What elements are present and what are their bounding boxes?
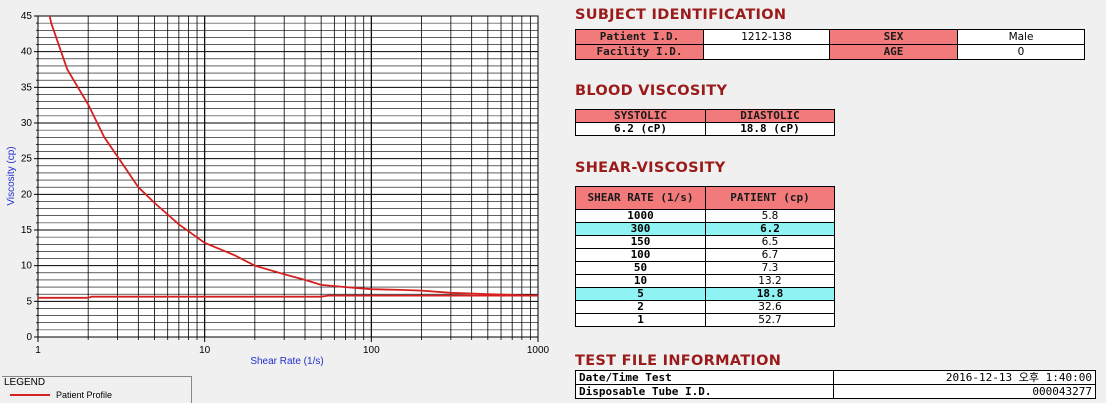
- blood-viscosity-table: SYSTOLIC DIASTOLIC 6.2 (cP) 18.8 (cP): [575, 109, 835, 136]
- shear-rate-cell: 1000: [575, 209, 706, 223]
- patient-cp-cell: 6.7: [705, 248, 835, 262]
- diastolic-label: DIASTOLIC: [705, 109, 835, 123]
- y-tick-label: 25: [21, 154, 33, 165]
- patient-cp-cell: 6.2: [705, 222, 835, 236]
- viscosity-chart: 0 5 10 15 20 25 30 35 40 45 1 10 100 1000 Shear Rate …: [6, 11, 550, 367]
- shear-rate-cell: 1: [575, 313, 706, 327]
- tube-id-value: 000043277: [833, 384, 1096, 399]
- systolic-label: SYSTOLIC: [575, 109, 706, 123]
- y-tick-label: 0: [26, 332, 32, 343]
- shear-rate-cell: 5: [575, 287, 706, 301]
- shear-rate-cell: 300: [575, 222, 706, 236]
- legend-item-label: Patient Profile: [56, 390, 113, 400]
- tube-id-label: Disposable Tube I.D.: [575, 384, 834, 399]
- plot-area: [37, 15, 539, 338]
- test-file-information-title: TEST FILE INFORMATION: [575, 353, 782, 369]
- y-tick-label: 30: [21, 118, 33, 129]
- subject-identification-title: SUBJECT IDENTIFICATION: [575, 7, 787, 23]
- patient-cp-cell: 7.3: [705, 261, 835, 275]
- x-tick-label: 10: [199, 345, 211, 356]
- x-tick-label: 1: [35, 345, 41, 356]
- legend-swatch: [10, 394, 50, 396]
- shear-viscosity-table: SHEAR RATE (1/s) PATIENT (cp) 1000 5.8 3…: [575, 186, 835, 327]
- y-tick-label: 15: [21, 225, 33, 236]
- datetime-label: Date/Time Test: [575, 370, 834, 385]
- patient-cp-header: PATIENT (cp): [705, 186, 835, 210]
- patient-cp-cell: 52.7: [705, 313, 835, 327]
- shear-rate-cell: 100: [575, 248, 706, 262]
- systolic-value: 6.2 (cP): [575, 122, 706, 136]
- y-tick-label: 35: [21, 82, 33, 93]
- sex-label: SEX: [829, 29, 958, 45]
- table-row: 1000 5.8: [575, 209, 835, 223]
- subject-table: Patient I.D. 1212-138 SEX Male Facility …: [575, 29, 1085, 60]
- patient-cp-cell: 5.8: [705, 209, 835, 223]
- patient-cp-cell: 18.8: [705, 287, 835, 301]
- table-row: 300 6.2: [575, 222, 835, 236]
- y-tick-label: 5: [26, 296, 32, 307]
- x-axis-title: Shear Rate (1/s): [250, 356, 323, 367]
- patient-cp-cell: 13.2: [705, 274, 835, 288]
- grid: [38, 16, 538, 337]
- sex-value: Male: [957, 29, 1085, 45]
- patient-id-label: Patient I.D.: [575, 29, 704, 45]
- age-value: 0: [957, 44, 1085, 60]
- patient-id-value: 1212-138: [703, 29, 830, 45]
- viscosity-chart-panel: 0 5 10 15 20 25 30 35 40 45 1 10 100 1000 Shear Rate …: [0, 0, 560, 370]
- legend: LEGEND Patient Profile: [2, 376, 192, 403]
- table-row: 2 32.6: [575, 300, 835, 314]
- test-file-table: Date/Time Test 2016-12-13 오후 1:40:00 Dis…: [575, 370, 1096, 399]
- shear-rate-cell: 2: [575, 300, 706, 314]
- shear-rate-cell: 150: [575, 235, 706, 249]
- facility-id-label: Facility I.D.: [575, 44, 704, 60]
- table-row: 5 18.8: [575, 287, 835, 301]
- series: [38, 16, 538, 299]
- shear-rate-cell: 50: [575, 261, 706, 275]
- table-row: 10 13.2: [575, 274, 835, 288]
- y-tick-label: 40: [21, 47, 33, 58]
- legend-title: LEGEND: [4, 377, 49, 388]
- series-line-0: [48, 16, 538, 297]
- table-row: 1 52.7: [575, 313, 835, 327]
- blood-viscosity-title: BLOOD VISCOSITY: [575, 83, 728, 99]
- y-axis-title: Viscosity (cp): [6, 146, 17, 205]
- diastolic-value: 18.8 (cP): [705, 122, 835, 136]
- table-row: 50 7.3: [575, 261, 835, 275]
- x-tick-label: 1000: [527, 345, 550, 356]
- legend-item: Patient Profile: [10, 390, 112, 400]
- y-tick-label: 10: [21, 261, 33, 272]
- table-row: 100 6.7: [575, 248, 835, 262]
- y-tick-label: 20: [21, 189, 33, 200]
- series-line-1: [38, 294, 538, 299]
- shear-viscosity-title: SHEAR-VISCOSITY: [575, 160, 726, 176]
- x-tick-label: 100: [363, 345, 380, 356]
- datetime-value: 2016-12-13 오후 1:40:00: [833, 370, 1096, 385]
- table-row: 150 6.5: [575, 235, 835, 249]
- shear-rate-header: SHEAR RATE (1/s): [575, 186, 706, 210]
- axes: 0 5 10 15 20 25 30 35 40 45 1 10 100 1000: [21, 11, 550, 356]
- patient-cp-cell: 6.5: [705, 235, 835, 249]
- y-tick-label: 45: [21, 11, 33, 22]
- shear-rate-cell: 10: [575, 274, 706, 288]
- age-label: AGE: [829, 44, 958, 60]
- patient-cp-cell: 32.6: [705, 300, 835, 314]
- facility-id-value: [703, 44, 830, 60]
